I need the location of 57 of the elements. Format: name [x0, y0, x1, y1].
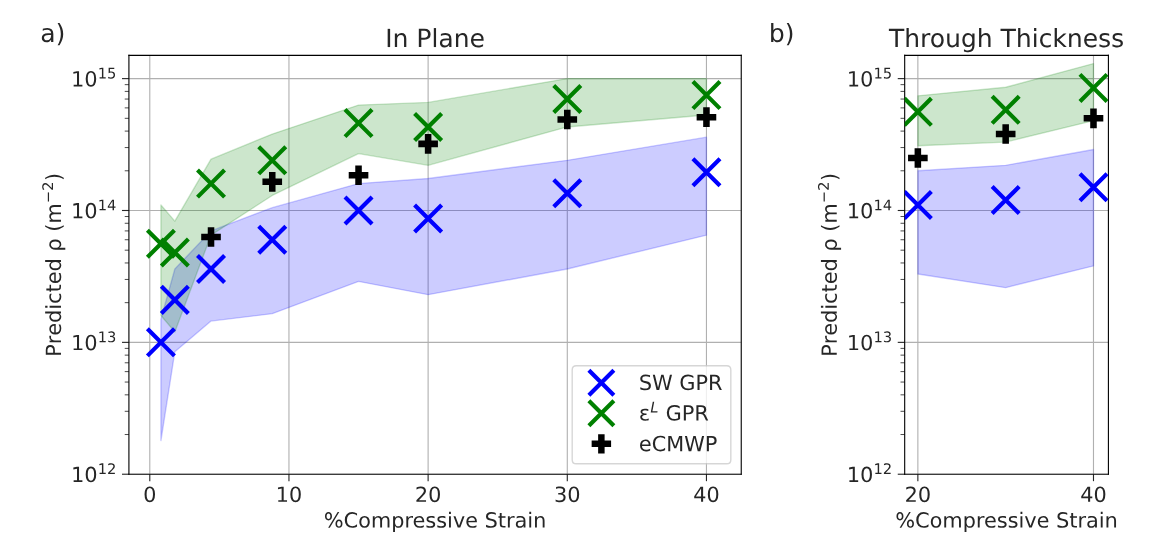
point — [990, 184, 1022, 216]
y-tick-label: 10$^{14}$ — [849, 199, 892, 219]
y-tick-label: 10$^{13}$ — [849, 331, 891, 351]
point — [159, 284, 191, 316]
text: a) — [41, 22, 64, 46]
point — [1083, 108, 1104, 129]
point — [201, 227, 221, 247]
point — [1077, 72, 1109, 104]
point — [904, 96, 934, 128]
point — [412, 111, 444, 143]
y-tick-label: 10$^{15}$ — [73, 67, 116, 87]
x-tick-label: 10 — [277, 486, 301, 503]
text: b) — [771, 22, 793, 46]
y-axis-title: Predicted ρ (m$^{−2}$) — [817, 174, 842, 355]
point — [262, 171, 283, 192]
y-tick-label: 10$^{12}$ — [73, 463, 115, 483]
x-tick-label: 40 — [694, 486, 719, 503]
x-tick-label: 40 — [1081, 486, 1106, 503]
point — [696, 107, 717, 127]
point — [418, 134, 438, 154]
y-axis-title: Predicted ρ (m$^{−2}$) — [42, 174, 66, 355]
x-tick-label: 0 — [144, 486, 156, 503]
x-tick-label: 20 — [906, 486, 930, 503]
chart-title: In Plane — [387, 28, 484, 48]
point — [551, 83, 583, 115]
x-tick-label: 20 — [416, 486, 440, 503]
point — [342, 107, 375, 139]
x-axis-title: %Compressive Strain — [324, 511, 545, 532]
point — [908, 148, 928, 168]
point — [412, 202, 444, 235]
point — [159, 236, 191, 269]
y-tick-label: 10$^{13}$ — [73, 331, 116, 351]
point — [1077, 171, 1109, 203]
y-tick-label: 10$^{12}$ — [849, 463, 891, 483]
point — [256, 144, 288, 176]
point — [348, 165, 369, 186]
point — [195, 167, 227, 200]
legend-label: ε$^{L}$ GPR — [640, 401, 709, 421]
point — [342, 194, 375, 227]
point — [690, 79, 723, 111]
chart-title: Through Thickness — [888, 28, 1123, 53]
point — [256, 224, 288, 256]
point — [551, 177, 583, 209]
y-tick-label: 10$^{14}$ — [73, 199, 116, 219]
point — [904, 189, 934, 221]
point — [145, 228, 177, 260]
legend-label: eCMWP — [640, 435, 717, 452]
point — [995, 124, 1016, 144]
x-axis-title: %Compressive Strain — [896, 511, 1117, 532]
point — [557, 109, 578, 130]
x-tick-label: 30 — [555, 486, 580, 503]
point — [145, 326, 177, 358]
legend-label: SW GPR — [640, 374, 722, 391]
point — [690, 156, 723, 188]
y-tick-label: 10$^{15}$ — [849, 67, 891, 87]
point — [195, 253, 227, 285]
point — [990, 94, 1022, 126]
